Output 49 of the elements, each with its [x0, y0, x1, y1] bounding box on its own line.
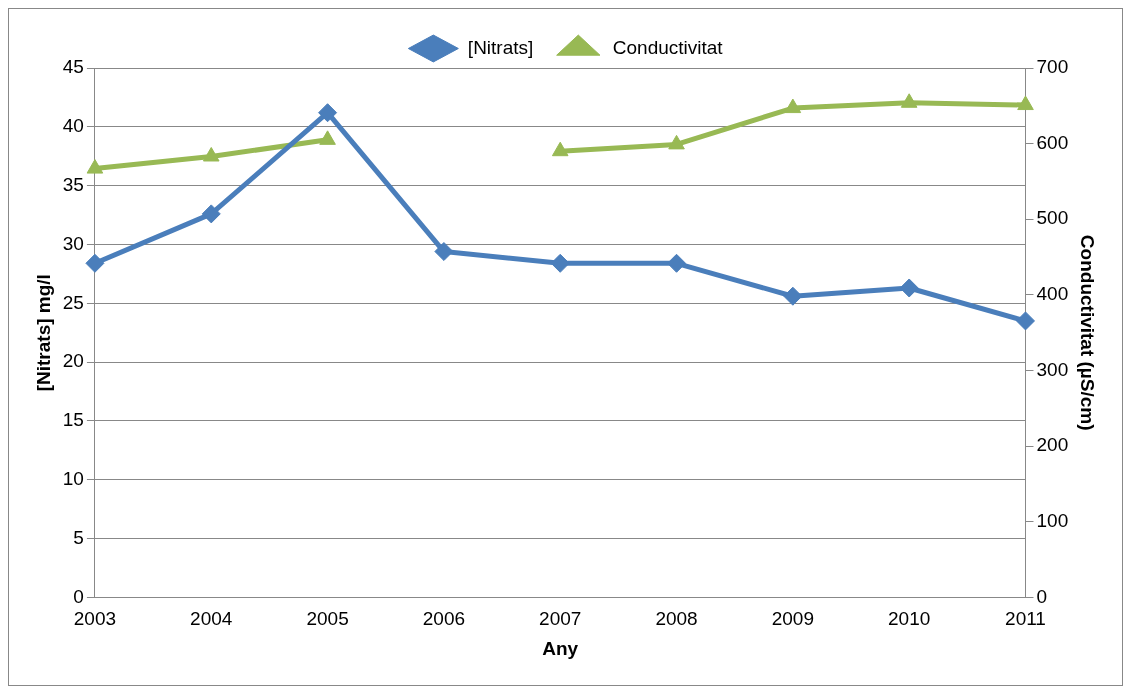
y2-axis-title: Conductivitat (µS/cm): [1077, 234, 1099, 431]
legend-label: [Nitrats]: [467, 36, 534, 58]
x-tick-label: 2003: [73, 608, 117, 630]
point: [202, 146, 220, 162]
point: [434, 242, 454, 262]
y2-tick-label: 700: [1036, 56, 1069, 78]
point: [900, 93, 918, 108]
point: [668, 134, 685, 150]
y-tick-label: 40: [62, 115, 84, 137]
x-tick-label: 2006: [422, 608, 466, 630]
point: [784, 98, 802, 114]
y2-tick-label: 400: [1036, 283, 1069, 305]
point: [319, 130, 336, 145]
y-tick-label: 5: [73, 526, 84, 548]
x-tick-label: 2010: [888, 608, 931, 630]
point: [667, 253, 687, 273]
x-tick-label: 2009: [771, 608, 814, 630]
point: [318, 103, 338, 123]
y2-tick-label: 300: [1036, 358, 1069, 380]
y2-tick-label: 100: [1036, 510, 1069, 532]
y-tick-label: 0: [73, 585, 84, 607]
legend-label: Conductivitat: [612, 36, 724, 58]
x-tick-label: 2007: [539, 608, 582, 630]
point: [86, 159, 104, 174]
y-tick-label: 20: [62, 350, 84, 372]
y-tick-label: 30: [62, 232, 84, 254]
x-tick-label: 2011: [1005, 608, 1046, 630]
point: [1017, 95, 1034, 111]
point: [783, 286, 803, 306]
y2-tick-label: 600: [1036, 131, 1069, 153]
y-tick-label: 10: [62, 467, 84, 489]
point: [201, 204, 221, 224]
x-axis-title: Any: [542, 637, 579, 659]
y2-tick-label: 500: [1036, 207, 1069, 229]
y-tick-label: 35: [62, 173, 84, 195]
point: [550, 253, 570, 273]
y-tick-label: 15: [62, 409, 84, 431]
y2-tick-label: 0: [1036, 585, 1048, 607]
point: [899, 278, 919, 298]
x-tick-label: 2004: [190, 608, 233, 630]
y2-tick-label: 200: [1036, 434, 1069, 456]
x-tick-label: 2005: [306, 608, 349, 630]
point: [1016, 311, 1035, 331]
y-tick-label: 45: [62, 56, 84, 78]
y-tick-label: 25: [62, 291, 84, 313]
point: [551, 141, 569, 157]
x-tick-label: 2008: [655, 608, 698, 630]
y-axis-title: [Nitrats] mg/l: [32, 274, 54, 392]
point: [85, 253, 105, 273]
